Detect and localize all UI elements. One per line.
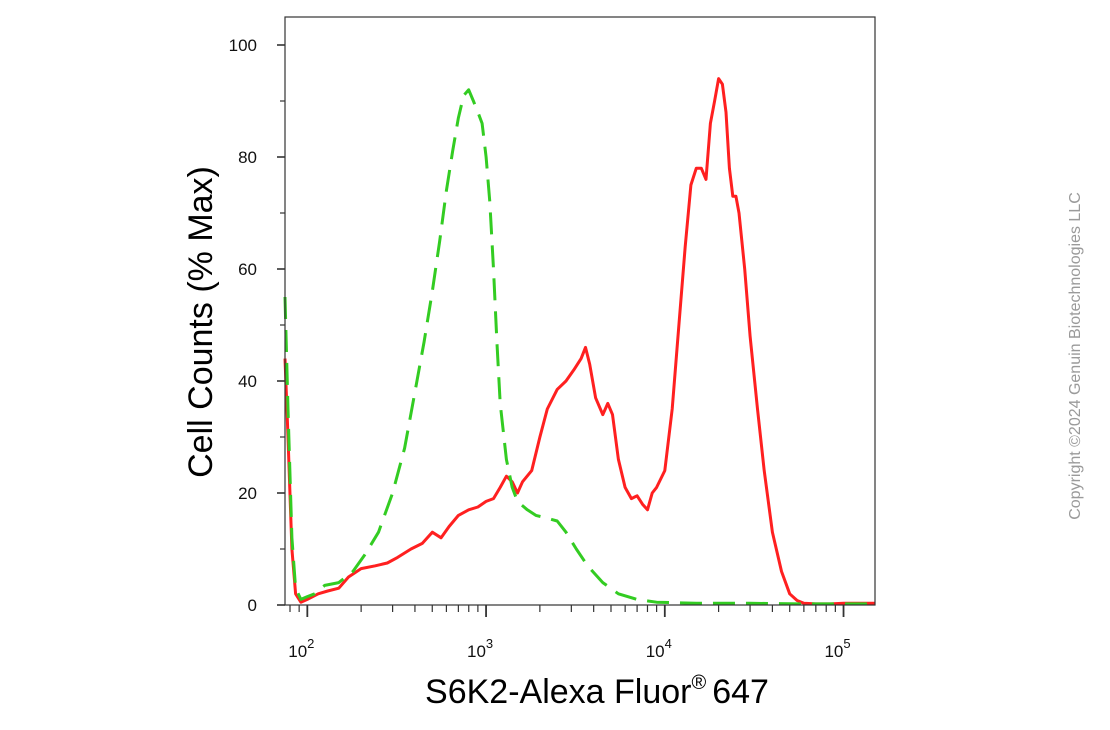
y-tick-label: 80 (238, 148, 257, 167)
plot-frame (284, 16, 876, 606)
y-tick-label: 40 (238, 372, 257, 391)
y-tick-label: 20 (238, 484, 257, 503)
x-tick-label: 102 (288, 636, 314, 661)
x-axis-title-registered: ® (691, 672, 706, 694)
y-tick-label: 60 (238, 260, 257, 279)
y-tick-label: 100 (229, 36, 257, 55)
series-line-1 (283, 77, 875, 606)
x-axis: 102 103 104 105 (288, 605, 851, 661)
copyright-text: Copyright ©2024 Genuin Biotechnologies L… (1067, 192, 1084, 520)
series-line-2 (283, 88, 875, 606)
y-axis: 0 20 40 60 80 100 (229, 36, 285, 615)
x-tick-label: 105 (824, 636, 850, 661)
x-tick-label: 103 (467, 636, 493, 661)
x-axis-title: S6K2-Alexa Fluor® 647 (425, 672, 769, 711)
histogram-series-group (283, 77, 875, 606)
x-tick-label: 104 (646, 636, 672, 661)
y-axis-title: Cell Counts (% Max) (182, 166, 220, 478)
x-axis-title-main: S6K2-Alexa Fluor (425, 673, 691, 711)
y-tick-label: 0 (248, 596, 257, 615)
x-axis-title-tail: 647 (712, 673, 769, 711)
